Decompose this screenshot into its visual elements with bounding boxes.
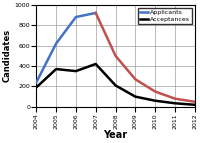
Legend: Applicants, Acceptances: Applicants, Acceptances	[138, 8, 192, 24]
Y-axis label: Candidates: Candidates	[3, 29, 12, 82]
X-axis label: Year: Year	[103, 130, 128, 140]
